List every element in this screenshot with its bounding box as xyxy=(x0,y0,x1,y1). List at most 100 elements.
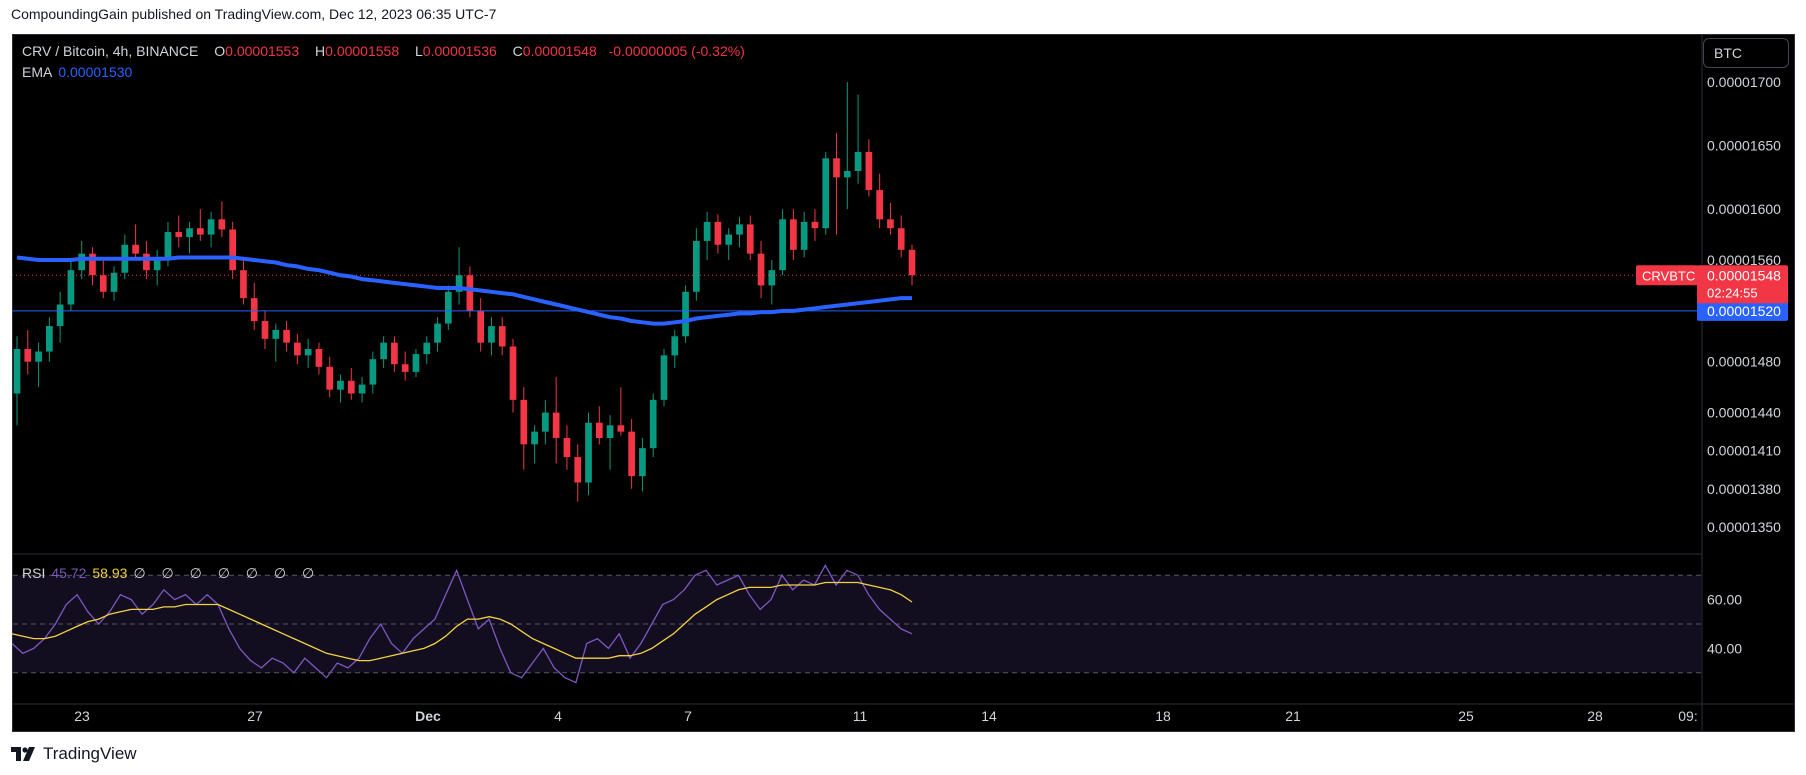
candle-body xyxy=(466,275,474,311)
last-price-label-bg xyxy=(1697,265,1788,304)
candle-body xyxy=(56,304,64,327)
candle-body xyxy=(380,342,387,360)
y-tick-label: 0.00001380 xyxy=(1707,481,1781,497)
candle-body xyxy=(186,228,193,238)
candle-body xyxy=(585,422,592,483)
candle-body xyxy=(563,438,571,458)
ema-legend[interactable]: EMA 0.00001530 xyxy=(22,64,132,80)
low-label: L xyxy=(415,43,423,59)
candle-body xyxy=(218,219,226,230)
open-label: O xyxy=(214,43,226,59)
x-tick-label: 25 xyxy=(1458,708,1474,724)
currency-button[interactable]: BTC xyxy=(1703,38,1789,68)
candle-body xyxy=(13,349,21,394)
symbol-legend[interactable]: CRV / Bitcoin, 4h, BINANCE O0.00001553 H… xyxy=(22,43,745,59)
candle-body xyxy=(833,158,840,178)
candle-body xyxy=(725,234,733,245)
branding-footer[interactable]: TradingView xyxy=(11,744,137,764)
close-label: C xyxy=(512,43,523,59)
candle-body xyxy=(768,270,776,286)
candle-body xyxy=(822,158,830,229)
candle-body xyxy=(488,326,495,343)
candle-body xyxy=(617,425,625,432)
candle-body xyxy=(434,323,441,343)
candle-body xyxy=(865,151,873,191)
candle-body xyxy=(110,272,118,292)
candle-body xyxy=(229,229,237,271)
x-tick-label: 18 xyxy=(1155,708,1171,724)
candle-body xyxy=(682,291,689,337)
rsi-tick-label: 40.00 xyxy=(1707,640,1742,656)
candle-body xyxy=(250,298,258,322)
candle-body xyxy=(240,270,247,299)
y-tick-label: 0.00001480 xyxy=(1707,354,1781,370)
candle-body xyxy=(153,260,161,271)
candle-body xyxy=(671,336,679,356)
candle-body xyxy=(887,219,894,229)
horizontal-line-label-bg xyxy=(1697,300,1788,321)
x-tick-label: Dec xyxy=(415,708,441,724)
candle-body xyxy=(294,342,301,356)
rsi-legend[interactable]: RSI 45.72 58.93 ∅ ∅ ∅ ∅ ∅ ∅ ∅ xyxy=(22,565,320,582)
candle-body xyxy=(455,275,463,292)
candle-body xyxy=(703,221,711,241)
candle-body xyxy=(326,366,334,390)
candle-body xyxy=(89,253,96,276)
candle-body xyxy=(196,228,204,235)
candle-body xyxy=(358,384,366,394)
y-tick-label: 0.00001560 xyxy=(1707,252,1781,268)
candle-body xyxy=(391,342,398,365)
branding-text: TradingView xyxy=(43,744,137,763)
candle-body xyxy=(412,354,420,372)
candle-body xyxy=(574,457,582,483)
candle-body xyxy=(606,425,614,438)
candle-body xyxy=(477,310,485,343)
change-value: -0.00000005 (-0.32%) xyxy=(608,43,745,59)
candle-body xyxy=(369,359,377,385)
symbol-name: CRV / Bitcoin, 4h, BINANCE xyxy=(22,43,199,59)
candle-body xyxy=(531,431,538,445)
candle-body xyxy=(347,380,355,394)
candle-body xyxy=(779,219,786,271)
candle-body xyxy=(649,399,657,449)
ema-value: 0.00001530 xyxy=(58,64,133,80)
y-tick-label: 0.00001600 xyxy=(1707,201,1781,217)
candle-body xyxy=(757,253,765,286)
candle-body xyxy=(714,221,722,245)
last-price-label: 0.00001548 xyxy=(1707,267,1781,283)
rsi-ma-line xyxy=(11,581,913,662)
candle-body xyxy=(660,355,668,400)
rsi-tick-label: 60.00 xyxy=(1707,592,1742,608)
rsi-placeholders: ∅ ∅ ∅ ∅ ∅ ∅ ∅ xyxy=(133,565,321,581)
candle-body xyxy=(423,342,431,355)
candle-body xyxy=(35,351,42,362)
candle-body xyxy=(272,329,280,339)
candle-body xyxy=(639,448,646,477)
x-tick-label: 21 xyxy=(1285,708,1301,724)
candle-body xyxy=(46,326,53,352)
candle-body xyxy=(736,224,743,235)
candle-body xyxy=(746,224,754,254)
candle-body xyxy=(876,190,883,220)
candle-body xyxy=(908,249,916,276)
candle-body xyxy=(692,240,700,292)
candle-body xyxy=(498,326,506,347)
symbol-tag-bg xyxy=(1636,265,1698,286)
candle-body xyxy=(800,221,808,250)
rsi-line xyxy=(11,564,913,684)
x-tick-label: 09: xyxy=(1678,708,1697,724)
candle-body xyxy=(628,431,635,477)
candle-body xyxy=(509,346,517,400)
candle-body xyxy=(595,422,603,438)
rsi-label: RSI xyxy=(22,565,46,581)
y-tick-label: 0.00001650 xyxy=(1707,138,1781,154)
candle-body xyxy=(67,270,75,305)
high-value: 0.00001558 xyxy=(325,43,400,59)
x-tick-label: 28 xyxy=(1587,708,1603,724)
x-tick-label: 11 xyxy=(853,708,868,724)
candle-body xyxy=(811,221,819,229)
x-tick-label: 14 xyxy=(981,708,997,724)
x-tick-label: 7 xyxy=(684,708,692,724)
close-value: 0.00001548 xyxy=(522,43,597,59)
